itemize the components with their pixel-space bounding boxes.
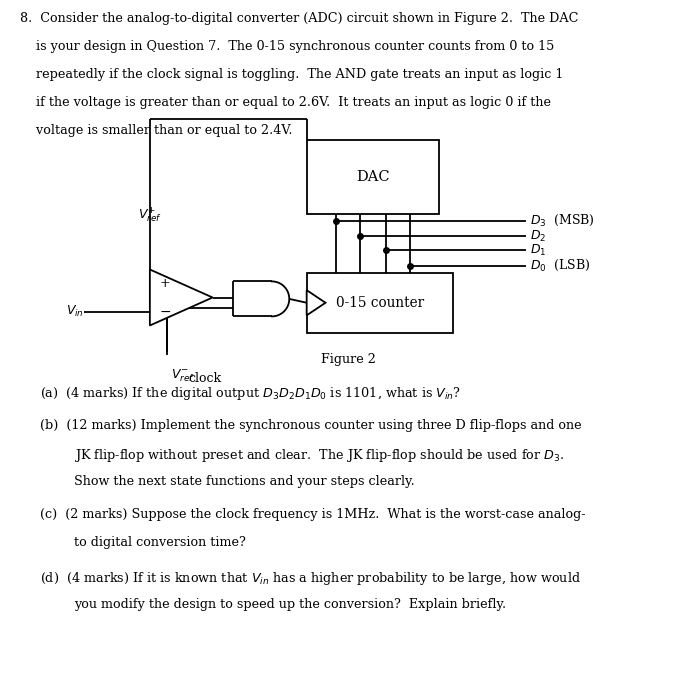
Text: $D_3$  (MSB): $D_3$ (MSB) (530, 213, 595, 228)
Text: +: + (160, 277, 171, 290)
Text: $D_1$: $D_1$ (530, 243, 546, 258)
Text: 0-15 counter: 0-15 counter (336, 295, 424, 309)
Text: −: − (160, 304, 171, 318)
Text: Figure 2: Figure 2 (321, 354, 376, 367)
Text: (d)  (4 marks) If it is known that $V_{in}$ has a higher probability to be large: (d) (4 marks) If it is known that $V_{in… (40, 570, 581, 587)
Text: (a)  (4 marks) If the digital output $D_3D_2D_1D_0$ is 1101, what is $V_{in}$?: (a) (4 marks) If the digital output $D_3… (40, 385, 461, 402)
Text: $V_{ref}^{-}$: $V_{ref}^{-}$ (171, 368, 194, 384)
Text: DAC: DAC (356, 170, 390, 183)
Polygon shape (150, 270, 213, 326)
Text: if the voltage is greater than or equal to 2.6V.  It treats an input as logic 0 : if the voltage is greater than or equal … (20, 96, 551, 109)
Text: $D_0$  (LSB): $D_0$ (LSB) (530, 258, 590, 274)
Text: $V_{in}$: $V_{in}$ (66, 304, 84, 319)
Text: (c)  (2 marks) Suppose the clock frequency is 1MHz.  What is the worst-case anal: (c) (2 marks) Suppose the clock frequenc… (40, 508, 586, 522)
Text: 8.  Consider the analog-to-digital converter (ADC) circuit shown in Figure 2.  T: 8. Consider the analog-to-digital conver… (20, 12, 578, 25)
Text: is your design in Question 7.  The 0-15 synchronous counter counts from 0 to 15: is your design in Question 7. The 0-15 s… (20, 40, 554, 53)
Text: clock: clock (188, 372, 222, 386)
Text: $V_{ref}^{+}$: $V_{ref}^{+}$ (138, 205, 162, 224)
Bar (307, 140, 439, 214)
Bar (307, 273, 453, 332)
Text: voltage is smaller than or equal to 2.4V.: voltage is smaller than or equal to 2.4V… (20, 124, 292, 137)
Polygon shape (307, 290, 325, 315)
Text: $D_2$: $D_2$ (530, 229, 546, 244)
Text: (b)  (12 marks) Implement the synchronous counter using three D flip-flops and o: (b) (12 marks) Implement the synchronous… (40, 419, 582, 432)
Text: to digital conversion time?: to digital conversion time? (74, 536, 246, 550)
Text: Show the next state functions and your steps clearly.: Show the next state functions and your s… (74, 475, 415, 488)
Text: JK flip-flop without preset and clear.  The JK flip-flop should be used for $D_3: JK flip-flop without preset and clear. T… (74, 447, 564, 463)
Text: you modify the design to speed up the conversion?  Explain briefly.: you modify the design to speed up the co… (74, 598, 506, 611)
Text: repeatedly if the clock signal is toggling.  The AND gate treats an input as log: repeatedly if the clock signal is toggli… (20, 68, 563, 81)
